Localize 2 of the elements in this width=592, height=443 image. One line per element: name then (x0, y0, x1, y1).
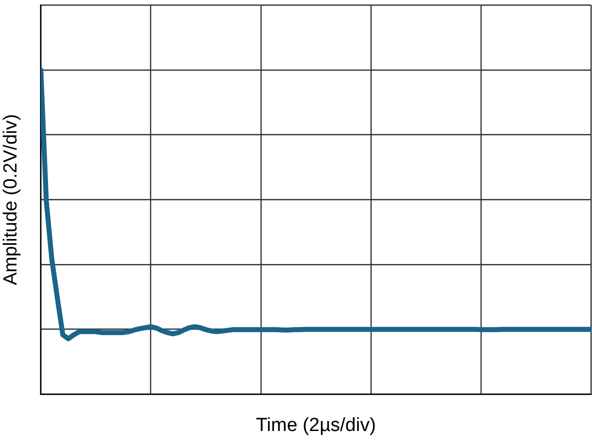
x-axis-title: Time (2µs/div) (256, 414, 376, 436)
y-axis-title: Amplitude (0.2V/div) (0, 114, 22, 286)
